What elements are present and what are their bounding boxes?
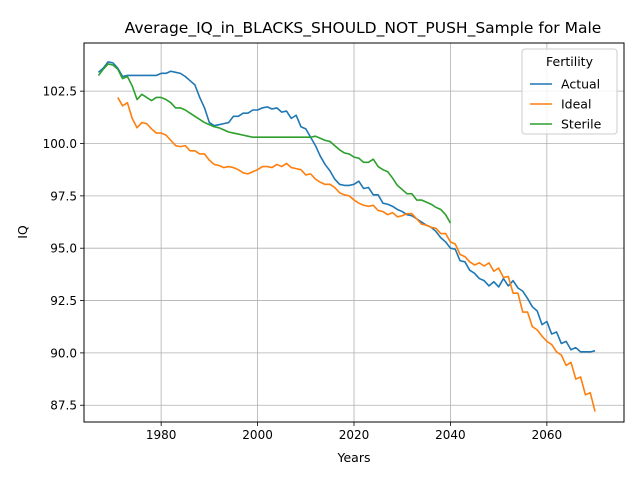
- x-axis-label: Years: [337, 450, 371, 465]
- y-tick-label: 87.5: [50, 399, 77, 413]
- x-tick-label: 2000: [242, 428, 273, 442]
- legend-title: Fertility: [546, 54, 594, 69]
- y-tick-label: 100.0: [43, 137, 77, 151]
- series-line-actual: [97, 61, 596, 353]
- x-tick-label: 1980: [146, 428, 177, 442]
- legend-label-sterile: Sterile: [561, 117, 602, 132]
- x-tick-label: 2060: [532, 428, 563, 442]
- y-tick-label: 92.5: [50, 294, 77, 308]
- y-tick-label: 90.0: [50, 346, 77, 360]
- y-tick-label: 97.5: [50, 189, 77, 203]
- y-tick-label: 102.5: [43, 85, 77, 99]
- series-line-sterile: [97, 63, 452, 224]
- legend-label-actual: Actual: [561, 77, 600, 92]
- axis-ticks: 1980 2000 2020 2040 2060 87.5 90.0 92.5 95.0 97.5…: [43, 85, 562, 442]
- legend-box: [521, 48, 618, 135]
- y-tick-label: 95.0: [50, 242, 77, 256]
- chart-title: Average_IQ_in_BLACKS_SHOULD_NOT_PUSH_Sam…: [125, 19, 602, 38]
- legend: Fertility Actual Ideal Sterile: [521, 48, 618, 135]
- series-lines: [97, 61, 596, 412]
- series-line-ideal: [117, 97, 596, 412]
- y-axis-label: IQ: [15, 225, 30, 239]
- legend-label-ideal: Ideal: [561, 97, 591, 112]
- x-tick-label: 2020: [339, 428, 370, 442]
- grid-lines: [84, 43, 624, 422]
- x-tick-label: 2040: [435, 428, 466, 442]
